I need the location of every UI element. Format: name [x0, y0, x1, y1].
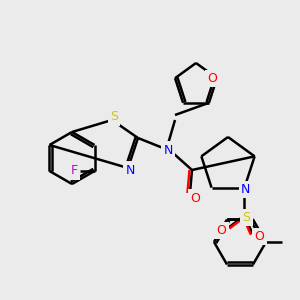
Text: F: F: [71, 164, 78, 178]
Text: O: O: [207, 72, 217, 85]
Text: S: S: [242, 211, 250, 224]
Text: O: O: [217, 224, 226, 237]
Text: O: O: [190, 191, 200, 205]
Text: N: N: [163, 143, 173, 157]
Text: S: S: [110, 110, 118, 124]
Text: N: N: [241, 183, 250, 196]
Text: N: N: [125, 164, 135, 176]
Text: O: O: [254, 230, 264, 243]
